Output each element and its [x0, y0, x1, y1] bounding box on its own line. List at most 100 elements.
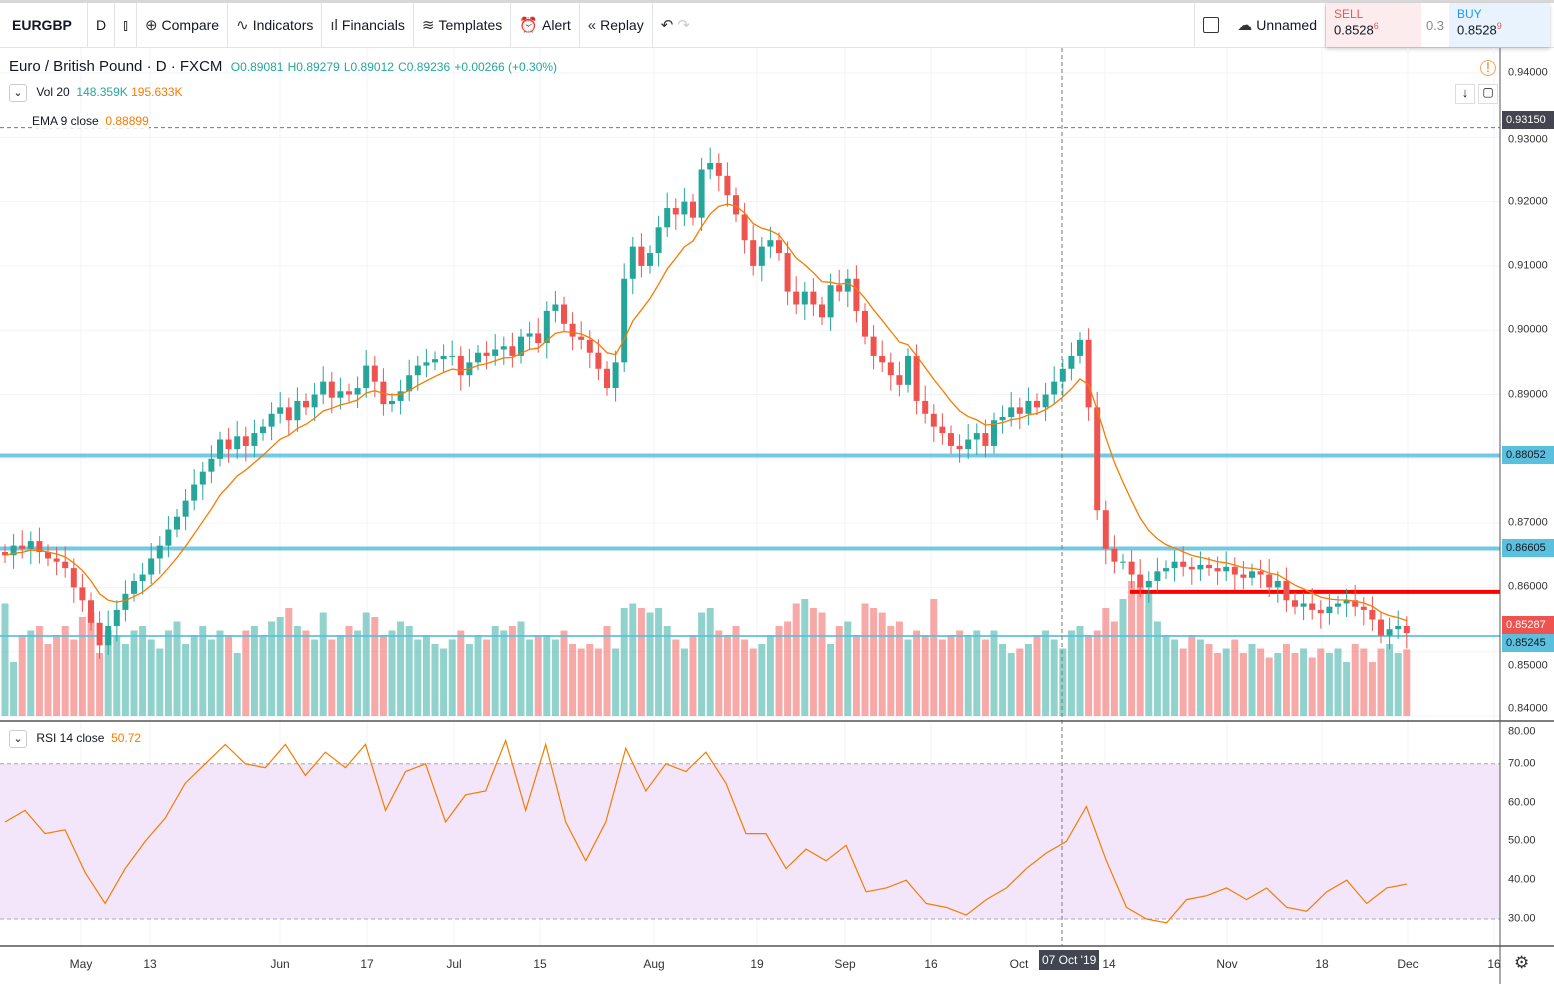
price-tick: 0.91000	[1508, 259, 1548, 272]
settings-gear-icon[interactable]: ⚙	[1514, 953, 1530, 972]
candle-body	[569, 323, 576, 337]
candle-body	[1154, 571, 1161, 581]
crosshair-date-label: 07 Oct '19	[1039, 950, 1100, 970]
candle-body	[36, 541, 43, 553]
auto-scale-icon[interactable]: ▢	[1478, 84, 1498, 104]
volume-bar	[938, 639, 946, 716]
volume-bar	[1222, 648, 1230, 716]
ohlc-high: H0.89279	[287, 60, 340, 74]
volume-bar	[1231, 639, 1239, 716]
sell-button[interactable]: SELL 0.85286	[1326, 3, 1421, 47]
candle-body	[887, 362, 894, 376]
time-label: Oct	[1009, 957, 1029, 971]
candle-body	[870, 336, 877, 356]
volume-bar	[1257, 648, 1265, 716]
candle-body	[483, 352, 490, 356]
volume-bar	[784, 621, 792, 716]
price-tick: 0.85000	[1508, 659, 1548, 672]
candle-body	[999, 417, 1006, 421]
redo-icon[interactable]: ↷	[677, 17, 690, 34]
undo-icon[interactable]: ↶	[660, 17, 674, 34]
candle-body	[371, 365, 378, 382]
candle-body	[595, 352, 602, 369]
chart-canvas[interactable]	[0, 48, 1554, 984]
financials-button[interactable]: ıl Financials	[322, 3, 414, 47]
ema-legend: EMA 9 close 0.88899	[32, 114, 149, 128]
volume-bar	[594, 648, 602, 716]
collapse-rsi-button[interactable]: ⌄	[9, 730, 27, 748]
volume-bar	[1317, 648, 1325, 716]
candle-body	[500, 346, 507, 350]
candle-body	[844, 278, 851, 292]
interval-button[interactable]: D	[88, 3, 116, 47]
time-label: Nov	[1216, 957, 1238, 971]
candle-body	[457, 355, 464, 376]
candle-body	[707, 163, 714, 170]
candle-body	[1335, 603, 1341, 607]
volume-bar	[1265, 657, 1273, 716]
candle-body	[801, 291, 808, 305]
indicators-button[interactable]: ∿ Indicators	[228, 3, 323, 47]
cloud-icon: ☁	[1237, 17, 1253, 34]
volume-bar	[1394, 653, 1402, 716]
candle-body	[1231, 566, 1238, 575]
price-tick: 0.87000	[1508, 516, 1548, 529]
candle-body	[956, 445, 963, 450]
volume-bar	[732, 626, 740, 716]
chart-type-button[interactable]: ⫾	[115, 3, 137, 47]
candle-body	[1171, 561, 1178, 569]
candle-body	[475, 352, 481, 363]
warning-icon[interactable]: !	[1480, 60, 1496, 76]
volume-bar	[543, 635, 551, 716]
candle-body	[62, 561, 69, 569]
scroll-down-icon[interactable]: ↓	[1455, 84, 1475, 104]
alert-button[interactable]: ⏰ Alert	[511, 3, 580, 47]
candle-body	[1300, 603, 1307, 607]
volume-bar	[680, 648, 688, 716]
candle-body	[733, 195, 739, 215]
templates-button[interactable]: ≋ Templates	[414, 3, 512, 47]
candle-body	[27, 541, 34, 549]
volume-bar	[921, 635, 929, 716]
candle-body	[621, 278, 628, 363]
compare-button[interactable]: ⊕ Compare	[137, 3, 229, 47]
volume-bar	[414, 639, 422, 716]
volume-bar	[182, 644, 190, 716]
volume-bar	[130, 630, 138, 716]
candle-body	[414, 365, 421, 376]
volume-bar	[1334, 648, 1342, 716]
volume-bar	[741, 639, 749, 716]
volume-bar	[715, 630, 723, 716]
financials-icon: ıl	[330, 16, 338, 34]
volume-bar	[500, 630, 508, 716]
volume-bar	[629, 603, 637, 716]
candle-body	[1378, 619, 1384, 636]
volume-bar	[1300, 648, 1308, 716]
candle-body	[552, 304, 559, 311]
candle-body	[939, 426, 946, 434]
volume-bar	[319, 612, 327, 716]
candle-body	[715, 163, 722, 176]
rsi-tick: 50.00	[1508, 834, 1536, 847]
volume-bar	[1377, 648, 1385, 716]
layout-name[interactable]: Unnamed	[1256, 17, 1317, 33]
price-tick: 0.93000	[1508, 133, 1548, 146]
buy-button[interactable]: BUY 0.85289	[1449, 3, 1550, 47]
replay-button[interactable]: «Replay	[580, 3, 653, 47]
candle-body	[1102, 510, 1109, 549]
buy-price-pip: 9	[1496, 21, 1502, 31]
time-label: Jun	[270, 957, 290, 971]
candle-body	[965, 439, 972, 450]
volume-bar	[207, 639, 215, 716]
volume-bar	[457, 630, 465, 716]
candle-body	[337, 391, 344, 398]
fullscreen-checkbox[interactable]	[1203, 17, 1220, 33]
volume-bar	[1016, 648, 1024, 716]
volume-bar	[397, 621, 405, 716]
volume-bar	[861, 603, 869, 716]
collapse-legend-button[interactable]: ⌄	[9, 84, 27, 102]
volume-bar	[878, 612, 886, 716]
candle-body	[638, 246, 645, 266]
symbol-search[interactable]: EURGBP	[0, 3, 88, 47]
volume-bar	[749, 648, 757, 716]
